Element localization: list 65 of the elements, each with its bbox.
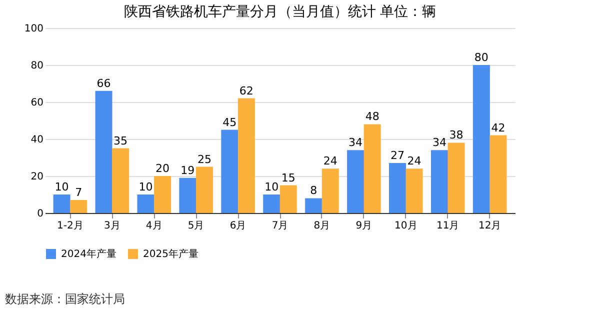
bar bbox=[70, 200, 88, 213]
data-label: 8 bbox=[310, 184, 318, 198]
bar bbox=[364, 124, 381, 213]
x-tick-label: 4月 bbox=[146, 220, 162, 232]
bar bbox=[53, 194, 70, 213]
data-label: 27 bbox=[390, 149, 404, 162]
legend-label: 2025年产量 bbox=[143, 248, 198, 260]
bar bbox=[137, 194, 154, 213]
y-tick-label: 60 bbox=[30, 98, 44, 108]
data-label: 34 bbox=[432, 136, 446, 150]
data-label: 19 bbox=[180, 164, 195, 177]
data-label: 48 bbox=[365, 110, 380, 124]
bar bbox=[347, 150, 364, 213]
bar bbox=[406, 168, 423, 213]
data-label: 7 bbox=[75, 186, 82, 200]
bar bbox=[448, 142, 465, 213]
y-tick-label: 100 bbox=[24, 24, 44, 34]
data-label: 42 bbox=[491, 121, 506, 134]
data-label: 38 bbox=[449, 128, 464, 142]
data-label: 15 bbox=[281, 171, 296, 184]
x-tick-label: 5月 bbox=[188, 220, 204, 232]
bar bbox=[238, 98, 255, 213]
data-label: 24 bbox=[323, 154, 338, 168]
x-tick-label: 12月 bbox=[478, 220, 502, 232]
y-tick-label: 0 bbox=[37, 208, 44, 220]
x-tick-label: 1-2月 bbox=[57, 220, 84, 232]
bar bbox=[221, 130, 238, 213]
x-tick-label: 7月 bbox=[272, 220, 288, 232]
bar bbox=[263, 194, 280, 213]
bar bbox=[472, 65, 490, 213]
x-tick-label: 6月 bbox=[230, 220, 246, 232]
x-tick-label: 9月 bbox=[356, 220, 372, 232]
data-label: 62 bbox=[239, 84, 254, 98]
x-tick-label: 8月 bbox=[314, 220, 330, 232]
data-label: 34 bbox=[348, 136, 363, 150]
data-label: 24 bbox=[407, 154, 422, 168]
data-label: 45 bbox=[222, 116, 237, 129]
x-tick-label: 3月 bbox=[104, 220, 120, 232]
data-label: 35 bbox=[114, 134, 128, 148]
data-label: 25 bbox=[197, 152, 212, 166]
y-tick-label: 20 bbox=[30, 172, 44, 182]
bar bbox=[95, 90, 112, 213]
bar bbox=[490, 135, 507, 213]
bar bbox=[154, 176, 171, 213]
source-note: 数据来源：国家统计局 bbox=[5, 292, 125, 306]
bar bbox=[322, 168, 339, 213]
data-label: 10 bbox=[264, 180, 279, 194]
y-tick-label: 40 bbox=[30, 134, 44, 146]
data-label: 66 bbox=[96, 76, 111, 90]
data-label: 80 bbox=[474, 51, 488, 64]
legend-label: 2024年产量 bbox=[61, 248, 116, 260]
bar bbox=[280, 185, 297, 213]
y-tick-label: 80 bbox=[30, 60, 44, 72]
x-tick-label: 10月 bbox=[394, 220, 418, 232]
data-label: 20 bbox=[156, 162, 170, 175]
chart-title: 陕西省铁路机车产量分月（当月值）统计 单位：辆 bbox=[124, 4, 436, 20]
data-label: 10 bbox=[54, 180, 69, 194]
bar bbox=[179, 178, 196, 213]
bar bbox=[305, 198, 322, 213]
bar bbox=[196, 166, 213, 213]
bar bbox=[430, 150, 448, 213]
bar bbox=[112, 148, 130, 213]
x-tick-label: 11月 bbox=[436, 220, 460, 232]
data-label: 10 bbox=[138, 180, 153, 194]
bar bbox=[389, 163, 406, 213]
